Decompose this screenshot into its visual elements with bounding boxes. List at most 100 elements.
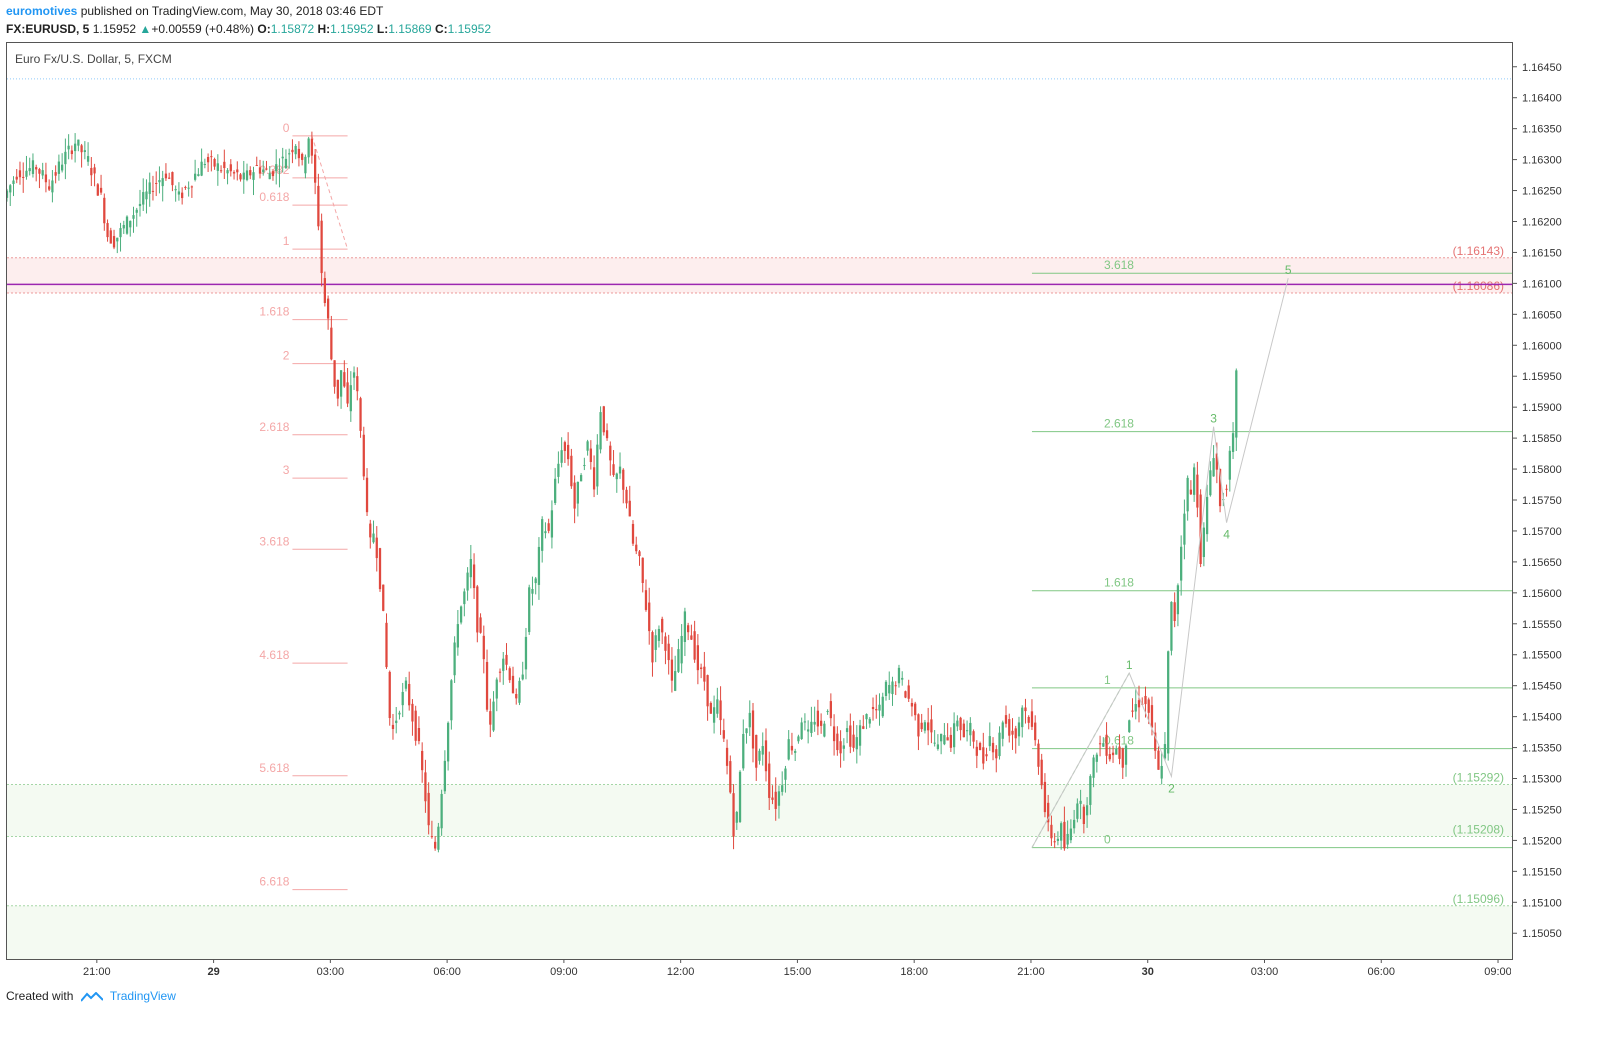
candle-body bbox=[265, 168, 268, 170]
fib-left-level-label: 0.382 bbox=[259, 163, 289, 177]
fib-left-level-label: 3 bbox=[283, 463, 290, 477]
candle-body bbox=[1231, 433, 1235, 452]
candle-body bbox=[1008, 719, 1011, 736]
candle-body bbox=[411, 703, 414, 722]
candle-body bbox=[917, 714, 920, 737]
price-tick-label: 1.16150 bbox=[1522, 247, 1562, 259]
candle-body bbox=[446, 722, 450, 762]
candle-body bbox=[1225, 488, 1228, 490]
candle-body bbox=[1108, 754, 1111, 760]
candle-body bbox=[719, 700, 722, 721]
candle-body bbox=[648, 602, 651, 632]
candle-body bbox=[249, 170, 252, 176]
fib-left-level-label: 6.618 bbox=[259, 875, 289, 889]
open-value: 1.15872 bbox=[270, 22, 315, 36]
price-tick-label: 1.15950 bbox=[1522, 371, 1562, 383]
candle-body bbox=[985, 754, 988, 757]
candle-body bbox=[495, 679, 498, 699]
candle-body bbox=[592, 467, 596, 490]
candle-body bbox=[709, 702, 712, 714]
candle-body bbox=[236, 169, 239, 173]
candle-body bbox=[1082, 806, 1085, 825]
candle-body bbox=[116, 237, 119, 242]
candle-body bbox=[482, 635, 485, 660]
candle-body bbox=[99, 187, 103, 193]
close-value: 1.15952 bbox=[447, 22, 492, 36]
candle-body bbox=[1176, 585, 1180, 615]
candle-body bbox=[498, 671, 502, 673]
candle-body bbox=[901, 677, 904, 680]
candle-body bbox=[437, 826, 440, 850]
time-tick-label: 03:00 bbox=[317, 966, 345, 978]
chart-pane[interactable]: (1.16143) (1.16086) (1.15292) (1.15208) (1.1… bbox=[6, 42, 1513, 960]
candle-body bbox=[725, 747, 729, 766]
candle-body bbox=[949, 734, 953, 748]
candle-body bbox=[1137, 700, 1141, 708]
author-link[interactable]: euromotives bbox=[6, 4, 78, 18]
candle-body bbox=[456, 624, 459, 648]
candle-body bbox=[638, 551, 641, 557]
candle-body bbox=[742, 733, 745, 769]
fib-left-trend-line bbox=[311, 135, 349, 250]
tradingview-brand-link[interactable]: TradingView bbox=[109, 989, 176, 1003]
candle-body bbox=[320, 220, 323, 274]
price-tick-label: 1.16200 bbox=[1522, 216, 1562, 228]
candle-body bbox=[427, 792, 430, 826]
candle-body bbox=[359, 398, 362, 431]
candle-body bbox=[894, 685, 897, 687]
candle-body bbox=[1037, 743, 1040, 767]
candle-body bbox=[654, 635, 657, 650]
candle-body bbox=[203, 164, 206, 166]
candle-body bbox=[696, 645, 700, 671]
candle-body bbox=[38, 169, 41, 174]
candle-body bbox=[184, 186, 187, 188]
candle-body bbox=[41, 170, 44, 176]
candle-body bbox=[1004, 715, 1008, 724]
candle-body bbox=[998, 732, 1001, 757]
candle-body bbox=[891, 681, 894, 695]
price-tick-label: 1.16400 bbox=[1522, 93, 1562, 105]
candle-body bbox=[365, 477, 369, 513]
candle-body bbox=[174, 189, 177, 191]
candle-body bbox=[1024, 707, 1027, 712]
price-tick-label: 1.16350 bbox=[1522, 124, 1562, 136]
candle-body bbox=[690, 635, 693, 640]
open-label: O: bbox=[257, 22, 271, 36]
candle-body bbox=[810, 721, 813, 734]
candle-body bbox=[349, 385, 352, 412]
candle-body bbox=[391, 724, 395, 730]
zone-top-label: (1.15292) bbox=[1453, 770, 1504, 784]
candle-body bbox=[910, 702, 914, 707]
time-tick-label: 09:00 bbox=[550, 966, 578, 978]
time-axis[interactable]: 21:00 29 03:00 06:00 09:00 12:00 15:00 18:00 21:… bbox=[6, 959, 1512, 981]
time-tick-label: 30 bbox=[1142, 966, 1154, 978]
candle-body bbox=[408, 683, 411, 706]
candle-body bbox=[181, 192, 184, 199]
price-axis[interactable]: 1.16450 1.16400 1.16350 1.16300 1.16250 1.162… bbox=[1512, 42, 1622, 958]
candle-body bbox=[1095, 754, 1098, 762]
candle-body bbox=[995, 749, 998, 759]
candle-body bbox=[1014, 728, 1017, 739]
candle-body bbox=[18, 170, 22, 178]
candle-body bbox=[703, 666, 706, 682]
price-tick-label: 1.15800 bbox=[1522, 464, 1562, 476]
price-tick-label: 1.15700 bbox=[1522, 526, 1562, 538]
candle-body bbox=[96, 184, 99, 196]
candle-body bbox=[888, 684, 891, 694]
candle-body bbox=[219, 170, 223, 172]
candle-body bbox=[748, 712, 751, 728]
candle-body bbox=[1180, 546, 1183, 581]
candle-body bbox=[794, 751, 797, 753]
candle-body bbox=[1056, 838, 1060, 841]
time-tick-label: 29 bbox=[207, 966, 219, 978]
candle-body bbox=[862, 726, 865, 729]
close-label: C: bbox=[434, 22, 448, 36]
candle-body bbox=[25, 170, 28, 177]
price-chart[interactable]: (1.16143) (1.16086) (1.15292) (1.15208) (1.1… bbox=[7, 43, 1512, 959]
candle-body bbox=[210, 156, 213, 158]
price-tick-label: 1.16050 bbox=[1522, 309, 1562, 321]
time-tick-label: 21:00 bbox=[1017, 966, 1045, 978]
candle-body bbox=[946, 737, 949, 741]
candle-body bbox=[790, 745, 794, 751]
candle-body bbox=[875, 709, 878, 711]
